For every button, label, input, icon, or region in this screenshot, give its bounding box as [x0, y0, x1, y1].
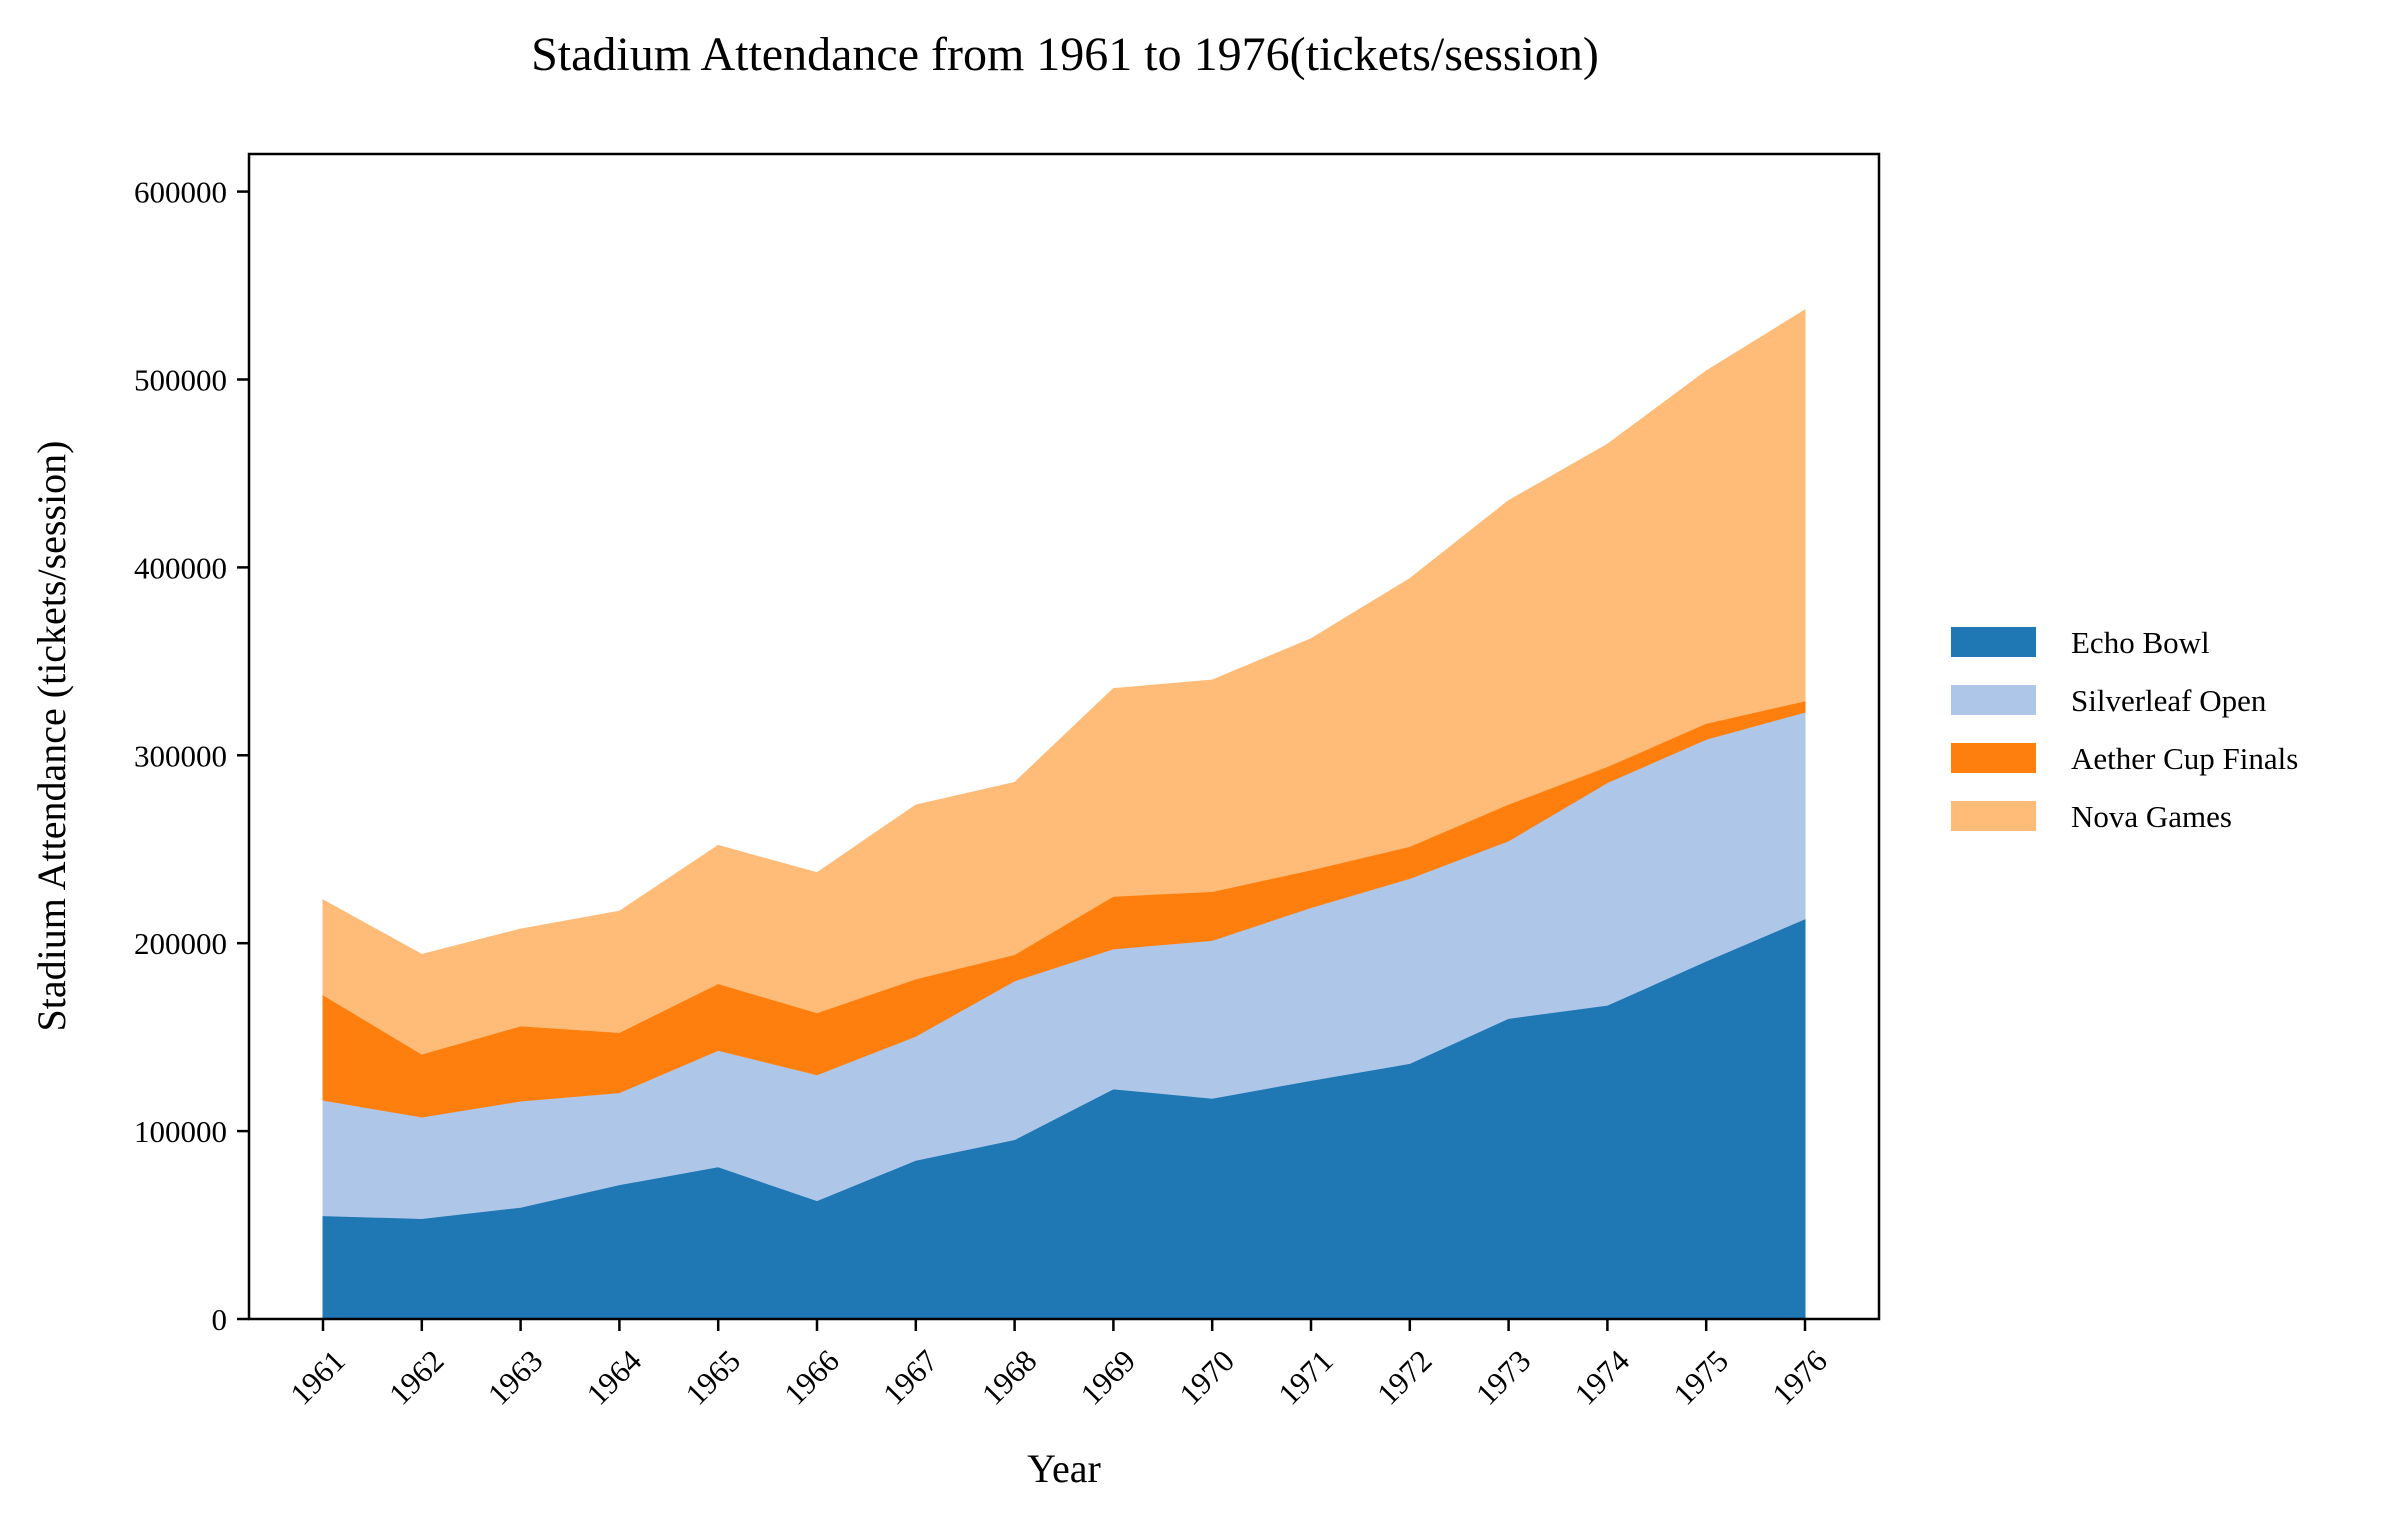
x-tick-label: 1967: [876, 1343, 945, 1412]
x-tick-label: 1961: [283, 1343, 352, 1412]
plot-frame: [247, 152, 1881, 1321]
y-tick-label: 400000: [134, 550, 227, 585]
legend: Echo Bowl Silverleaf Open Aether Cup Final…: [1951, 625, 2298, 834]
x-tick-label: 1963: [481, 1343, 550, 1412]
legend-swatch: [1951, 801, 2036, 831]
x-tick-label: 1966: [777, 1343, 846, 1412]
y-tick-label: 300000: [134, 738, 227, 773]
x-tick-label: 1962: [382, 1343, 451, 1412]
y-tick-label: 200000: [134, 926, 227, 961]
chart-title: Stadium Attendance from 1961 to 1976(tic…: [531, 28, 1599, 81]
legend-swatch: [1951, 685, 2036, 715]
x-tick-label: 1975: [1666, 1343, 1735, 1412]
legend-swatch: [1951, 743, 2036, 773]
y-tick-label: 500000: [134, 362, 227, 397]
x-tick-label: 1976: [1765, 1343, 1834, 1412]
plot-areas: [322, 309, 1806, 1320]
y-tick-label: 600000: [134, 175, 227, 210]
x-axis: 1961 1962 1963 1964 1965 1966 1967 1968 1969 1970…: [283, 1319, 1834, 1412]
legend-label: Silverleaf Open: [2071, 683, 2267, 718]
legend-label: Echo Bowl: [2071, 625, 2210, 660]
legend-label: Aether Cup Finals: [2071, 741, 2298, 776]
y-tick-label: 0: [212, 1302, 228, 1337]
x-tick-label: 1970: [1172, 1343, 1241, 1412]
x-tick-label: 1972: [1370, 1343, 1439, 1412]
x-tick-label: 1971: [1271, 1343, 1340, 1412]
y-axis: 0 100000 200000 300000 400000 500000 600000: [134, 175, 249, 1337]
x-tick-label: 1964: [580, 1343, 649, 1412]
x-tick-label: 1969: [1074, 1343, 1143, 1412]
x-tick-label: 1965: [678, 1343, 747, 1412]
y-tick-label: 100000: [134, 1114, 227, 1149]
x-axis-label: Year: [1027, 1446, 1101, 1491]
x-tick-label: 1973: [1469, 1343, 1538, 1412]
legend-label: Nova Games: [2071, 799, 2232, 834]
x-tick-label: 1968: [975, 1343, 1044, 1412]
x-tick-label: 1974: [1568, 1343, 1637, 1412]
y-axis-label: Stadium Attendance (tickets/session): [29, 441, 74, 1032]
area-series-3: [322, 309, 1806, 1055]
legend-swatch: [1951, 627, 2036, 657]
